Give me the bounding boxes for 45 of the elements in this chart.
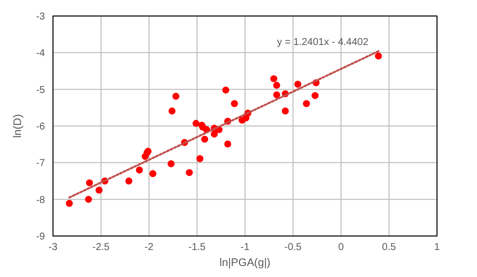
annotation: y = 1.2401x - 4.4402	[276, 37, 369, 48]
x-axis-title: ln|PGA(g|)	[220, 257, 270, 269]
y-tick-label: -4	[36, 48, 46, 60]
point	[66, 200, 73, 207]
y-tick-label: -9	[36, 232, 46, 242]
x-tick-label: -2.5	[92, 242, 110, 253]
point	[96, 186, 103, 194]
point	[224, 140, 232, 148]
point	[270, 75, 278, 82]
point	[201, 136, 208, 143]
point	[210, 130, 218, 138]
x-tick-label: -2	[144, 242, 154, 253]
x-tick-label: -3	[48, 242, 58, 253]
point	[222, 86, 230, 94]
point	[273, 82, 280, 89]
x-tick-label: -1	[240, 242, 250, 253]
x-tick-label: -0.5	[284, 242, 302, 253]
point	[172, 92, 180, 100]
point	[186, 169, 193, 176]
point	[273, 91, 280, 98]
x-tick-label: 0.5	[382, 242, 396, 253]
y-tick-label: -6	[36, 122, 46, 132]
x-tick-label: -1.5	[188, 242, 206, 253]
point	[192, 120, 200, 127]
point	[230, 100, 238, 108]
point	[196, 155, 204, 162]
point	[168, 160, 175, 168]
point	[282, 107, 289, 114]
point	[302, 100, 310, 108]
y-tick-label: -5	[36, 84, 46, 96]
x-tick-label: 0	[338, 242, 344, 253]
y-tick-label: -3	[36, 12, 46, 22]
y-axis-title: ln(D)	[12, 114, 24, 138]
point	[85, 196, 92, 203]
x-tick-label: 1	[434, 242, 440, 253]
point	[312, 92, 319, 100]
point	[294, 80, 302, 88]
y-tick-label: -7	[36, 158, 46, 170]
point	[86, 179, 93, 186]
y-tick-label: -8	[36, 194, 46, 206]
point	[136, 166, 143, 174]
point	[149, 170, 156, 178]
point	[168, 107, 176, 114]
point	[374, 52, 382, 60]
point	[125, 178, 132, 184]
